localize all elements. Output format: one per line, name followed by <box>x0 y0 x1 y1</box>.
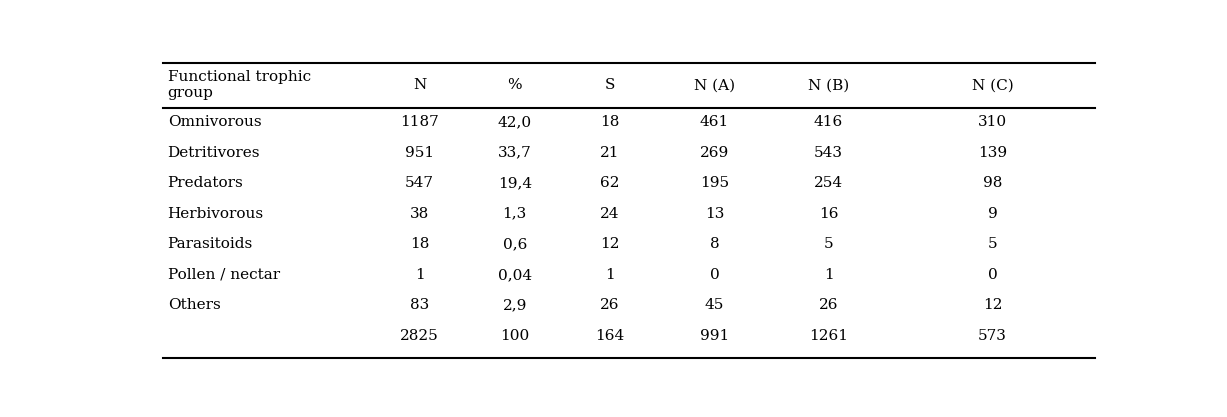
Text: N (A): N (A) <box>693 78 735 92</box>
Text: 269: 269 <box>699 146 729 160</box>
Text: N: N <box>413 78 426 92</box>
Text: 0: 0 <box>709 268 719 282</box>
Text: 98: 98 <box>983 176 1002 190</box>
Text: 19,4: 19,4 <box>498 176 531 190</box>
Text: 5: 5 <box>823 237 833 251</box>
Text: 100: 100 <box>501 329 529 343</box>
Text: 2825: 2825 <box>400 329 439 343</box>
Text: 42,0: 42,0 <box>498 115 531 129</box>
Text: 45: 45 <box>704 298 724 312</box>
Text: 0: 0 <box>988 268 998 282</box>
Text: 1: 1 <box>823 268 833 282</box>
Text: %: % <box>508 78 521 92</box>
Text: 1: 1 <box>605 268 615 282</box>
Text: S: S <box>605 78 615 92</box>
Text: 543: 543 <box>814 146 843 160</box>
Text: 139: 139 <box>978 146 1007 160</box>
Text: 8: 8 <box>709 237 719 251</box>
Text: 991: 991 <box>699 329 729 343</box>
Text: 62: 62 <box>600 176 620 190</box>
Text: Parasitoids: Parasitoids <box>168 237 253 251</box>
Text: 1: 1 <box>415 268 425 282</box>
Text: 16: 16 <box>818 207 838 221</box>
Text: N (C): N (C) <box>972 78 1014 92</box>
Text: 1187: 1187 <box>400 115 439 129</box>
Text: 26: 26 <box>818 298 838 312</box>
Text: 0,6: 0,6 <box>503 237 526 251</box>
Text: Omnivorous: Omnivorous <box>168 115 261 129</box>
Text: 547: 547 <box>405 176 434 190</box>
Text: Functional trophic
group: Functional trophic group <box>168 70 310 100</box>
Text: 1,3: 1,3 <box>503 207 526 221</box>
Text: N (B): N (B) <box>807 78 849 92</box>
Text: 0,04: 0,04 <box>498 268 531 282</box>
Text: 1261: 1261 <box>809 329 848 343</box>
Text: 13: 13 <box>704 207 724 221</box>
Text: 254: 254 <box>814 176 843 190</box>
Text: 33,7: 33,7 <box>498 146 531 160</box>
Text: 26: 26 <box>600 298 620 312</box>
Text: Others: Others <box>168 298 221 312</box>
Text: 12: 12 <box>600 237 620 251</box>
Text: 18: 18 <box>600 115 620 129</box>
Text: Herbivorous: Herbivorous <box>168 207 264 221</box>
Text: 5: 5 <box>988 237 998 251</box>
Text: 9: 9 <box>988 207 998 221</box>
Text: Detritivores: Detritivores <box>168 146 260 160</box>
Text: 416: 416 <box>814 115 843 129</box>
Text: 12: 12 <box>983 298 1002 312</box>
Text: 2,9: 2,9 <box>503 298 526 312</box>
Text: Predators: Predators <box>168 176 243 190</box>
Text: 164: 164 <box>595 329 625 343</box>
Text: Pollen / nectar: Pollen / nectar <box>168 268 280 282</box>
Text: 310: 310 <box>978 115 1007 129</box>
Text: 83: 83 <box>410 298 429 312</box>
Text: 195: 195 <box>699 176 729 190</box>
Text: 573: 573 <box>978 329 1007 343</box>
Text: 21: 21 <box>600 146 620 160</box>
Text: 461: 461 <box>699 115 729 129</box>
Text: 24: 24 <box>600 207 620 221</box>
Text: 38: 38 <box>410 207 429 221</box>
Text: 18: 18 <box>410 237 429 251</box>
Text: 951: 951 <box>405 146 434 160</box>
